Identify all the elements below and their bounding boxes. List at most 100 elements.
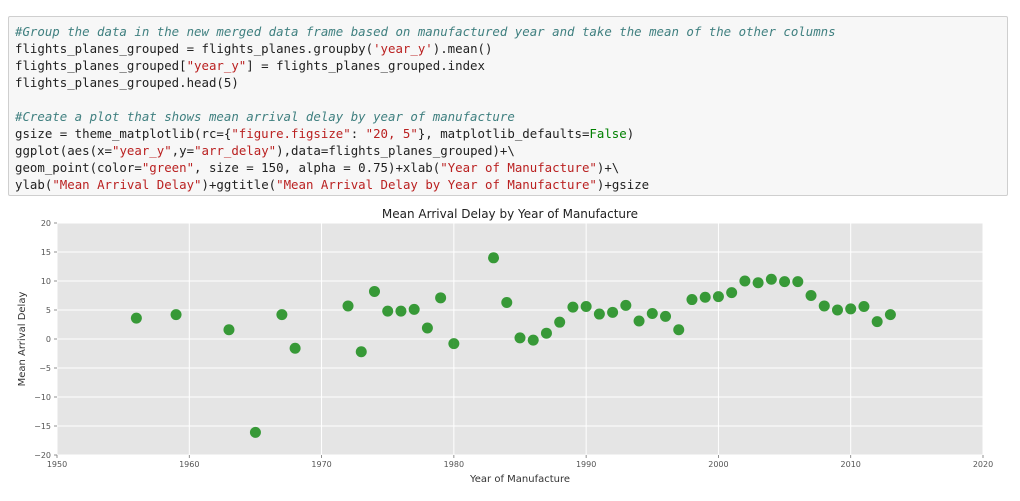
x-tick-label: 2000 — [708, 460, 728, 469]
data-point — [726, 287, 738, 299]
data-point — [686, 294, 698, 306]
code-token: #Group the data in the new merged data f… — [15, 24, 836, 39]
data-point — [223, 324, 235, 336]
code-token: "year_y" — [111, 143, 172, 158]
code-token: ) — [626, 126, 635, 141]
data-point — [858, 301, 870, 313]
x-tick-label: 1960 — [179, 460, 199, 469]
code-token: "Mean Arrival Delay" — [52, 177, 202, 192]
data-point — [289, 342, 301, 354]
y-tick-label: −10 — [34, 393, 51, 402]
data-point — [567, 301, 579, 313]
y-tick-label: −15 — [34, 422, 51, 431]
code-token: "Year of Manufacture" — [440, 160, 597, 175]
data-point — [765, 273, 777, 285]
data-point — [488, 252, 500, 264]
code-line: flights_planes_grouped = flights_planes.… — [15, 40, 1007, 57]
data-point — [712, 291, 724, 303]
data-point — [818, 300, 830, 312]
y-tick-label: −20 — [34, 451, 51, 460]
x-tick-label: 1970 — [311, 460, 331, 469]
data-point — [395, 305, 407, 317]
code-line: ggplot(aes(x="year_y",y="arr_delay"),dat… — [15, 142, 1007, 159]
data-point — [249, 426, 261, 438]
data-point — [739, 275, 751, 287]
y-axis-label: Mean Arrival Delay — [17, 292, 28, 387]
y-tick-label: 5 — [46, 306, 51, 315]
data-point — [421, 322, 433, 334]
code-token: : — [350, 126, 366, 141]
data-point — [620, 299, 632, 311]
data-point — [752, 277, 764, 289]
code-token: ),data=flights_planes_grouped)+\ — [276, 143, 515, 158]
data-point — [554, 316, 566, 328]
data-point — [580, 301, 592, 313]
data-point — [792, 276, 804, 288]
data-point — [779, 276, 791, 288]
data-point — [660, 310, 672, 322]
code-token: "year_y" — [186, 58, 247, 73]
code-line: #Create a plot that shows mean arrival d… — [15, 108, 1007, 125]
x-tick-label: 1980 — [444, 460, 464, 469]
code-token: "arr_delay" — [194, 143, 277, 158]
y-tick-label: 10 — [41, 277, 51, 286]
code-token: 'year_y' — [373, 41, 433, 56]
code-cell[interactable]: #Group the data in the new merged data f… — [8, 16, 1008, 196]
data-point — [276, 309, 288, 321]
data-point — [699, 291, 711, 303]
data-point — [607, 306, 619, 318]
code-token: False — [589, 126, 627, 141]
chart-title: Mean Arrival Delay by Year of Manufactur… — [381, 207, 639, 221]
code-token: ] = flights_planes_grouped.index — [246, 58, 485, 73]
code-line: flights_planes_grouped.head(5) — [15, 74, 1007, 91]
y-tick-label: 15 — [41, 248, 51, 257]
code-token: "green" — [141, 160, 195, 175]
x-tick-label: 2020 — [973, 460, 993, 469]
code-line: #Group the data in the new merged data f… — [15, 23, 1007, 40]
code-token: "20, 5" — [365, 126, 418, 141]
code-token: , size = 150, alpha = 0.75)+xlab( — [194, 160, 441, 175]
data-point — [673, 324, 685, 336]
code-token: ylab( — [15, 177, 53, 192]
data-point — [593, 308, 605, 320]
data-point — [435, 292, 447, 304]
code-line: geom_point(color="green", size = 150, al… — [15, 159, 1007, 176]
code-token: "figure.figsize" — [231, 126, 351, 141]
code-line: gsize = theme_matplotlib(rc={"figure.fig… — [15, 125, 1007, 142]
code-token: flights_planes_grouped = flights_planes.… — [15, 41, 374, 56]
code-editor[interactable]: #Group the data in the new merged data f… — [9, 17, 1007, 193]
data-point — [527, 334, 539, 346]
data-point — [130, 312, 142, 324]
data-point — [805, 290, 817, 301]
x-tick-label: 1950 — [47, 460, 67, 469]
data-point — [514, 332, 526, 344]
data-point — [633, 315, 645, 327]
data-point — [845, 303, 857, 315]
data-point — [884, 309, 896, 321]
y-tick-label: 0 — [46, 335, 51, 344]
data-point — [646, 307, 658, 319]
data-point — [408, 303, 420, 315]
code-token: geom_point(color= — [15, 160, 142, 175]
data-point — [382, 305, 394, 317]
x-axis-label: Year of Manufacture — [469, 474, 570, 485]
data-point — [501, 296, 513, 308]
code-token: )+gsize — [596, 177, 650, 192]
code-token: }, matplotlib_defaults= — [417, 126, 590, 141]
code-token: "Mean Arrival Delay by Year of Manufactu… — [276, 177, 597, 192]
y-tick-label: 20 — [41, 219, 51, 228]
code-line: flights_planes_grouped["year_y"] = fligh… — [15, 57, 1007, 74]
x-tick-label: 1990 — [576, 460, 596, 469]
data-point — [342, 300, 354, 312]
code-token: gsize = theme_matplotlib(rc={ — [15, 126, 232, 141]
code-token: ,y= — [171, 143, 195, 158]
data-point — [871, 316, 883, 328]
code-token: )+ggtitle( — [201, 177, 277, 192]
data-point — [540, 327, 552, 339]
code-token: flights_planes_grouped[ — [15, 58, 187, 73]
data-point — [368, 285, 380, 297]
code-token: ggplot(aes(x= — [15, 143, 112, 158]
data-point — [170, 309, 182, 321]
code-line: ylab("Mean Arrival Delay")+ggtitle("Mean… — [15, 176, 1007, 193]
